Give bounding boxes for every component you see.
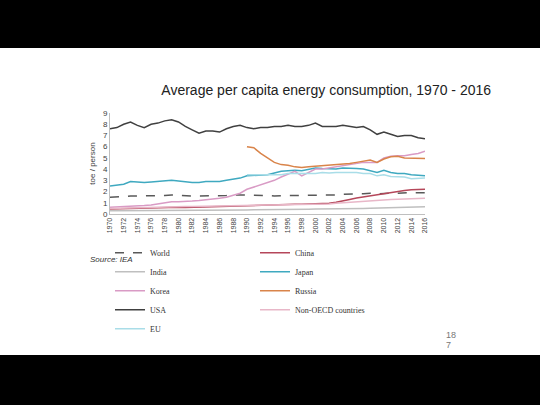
svg-text:0: 0 xyxy=(103,210,108,219)
svg-text:1994: 1994 xyxy=(271,218,278,234)
svg-text:Non-OECD countries: Non-OECD countries xyxy=(295,306,365,315)
svg-text:2014: 2014 xyxy=(408,218,415,234)
svg-text:1996: 1996 xyxy=(284,218,291,234)
svg-text:Average per capita energy cons: Average per capita energy consumption, 1… xyxy=(161,82,491,98)
svg-text:1984: 1984 xyxy=(202,218,209,234)
svg-text:8: 8 xyxy=(103,120,108,129)
svg-text:World: World xyxy=(150,249,170,258)
svg-text:4: 4 xyxy=(103,165,108,174)
svg-text:2010: 2010 xyxy=(380,218,387,234)
svg-text:toe / person: toe / person xyxy=(88,142,97,184)
svg-text:5: 5 xyxy=(103,154,108,163)
svg-text:1998: 1998 xyxy=(298,218,305,234)
svg-text:6: 6 xyxy=(103,142,108,151)
svg-text:1986: 1986 xyxy=(216,218,223,234)
svg-text:9: 9 xyxy=(103,109,108,118)
svg-text:2012: 2012 xyxy=(394,218,401,234)
svg-text:Korea: Korea xyxy=(150,287,170,296)
svg-text:Source: IEA: Source: IEA xyxy=(90,255,133,264)
svg-text:1974: 1974 xyxy=(134,218,141,234)
svg-text:1978: 1978 xyxy=(161,218,168,234)
svg-text:1992: 1992 xyxy=(257,218,264,234)
svg-text:India: India xyxy=(150,268,167,277)
svg-text:1990: 1990 xyxy=(243,218,250,234)
svg-text:2006: 2006 xyxy=(353,218,360,234)
svg-text:2002: 2002 xyxy=(325,218,332,234)
svg-text:USA: USA xyxy=(150,306,166,315)
html-text:187: 187 xyxy=(446,330,456,350)
svg-text:1970: 1970 xyxy=(106,218,113,234)
svg-text:7: 7 xyxy=(103,131,108,140)
svg-text:1980: 1980 xyxy=(175,218,182,234)
svg-text:1: 1 xyxy=(103,199,108,208)
svg-text:Japan: Japan xyxy=(295,268,313,277)
svg-text:2004: 2004 xyxy=(339,218,346,234)
svg-text:2: 2 xyxy=(103,187,108,196)
svg-text:China: China xyxy=(295,249,315,258)
svg-text:1972: 1972 xyxy=(120,218,127,234)
svg-text:1988: 1988 xyxy=(230,218,237,234)
svg-text:3: 3 xyxy=(103,176,108,185)
svg-text:EU: EU xyxy=(150,325,161,334)
svg-text:2000: 2000 xyxy=(312,218,319,234)
svg-text:1982: 1982 xyxy=(188,218,195,234)
svg-text:2016: 2016 xyxy=(421,218,428,234)
svg-text:2008: 2008 xyxy=(366,218,373,234)
svg-text:Russia: Russia xyxy=(295,287,317,296)
svg-text:1976: 1976 xyxy=(147,218,154,234)
